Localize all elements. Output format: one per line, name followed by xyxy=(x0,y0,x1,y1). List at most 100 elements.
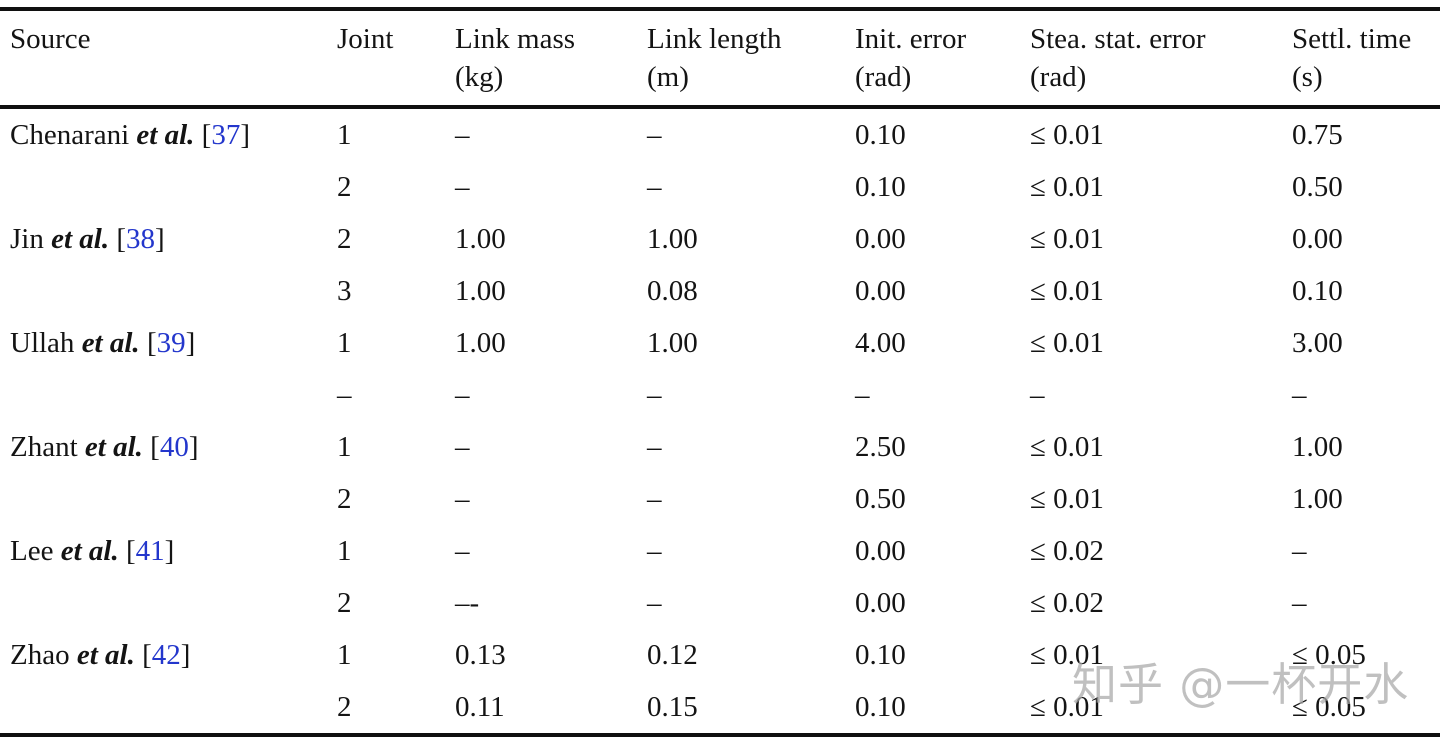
citation-bracket-open: [ xyxy=(139,326,157,359)
column-header-joint: Joint xyxy=(337,9,455,109)
cell-link-mass: – xyxy=(455,482,470,515)
cell-link-length: 0.12 xyxy=(647,638,698,671)
citation-link[interactable]: 39 xyxy=(156,326,186,359)
column-unit: (s) xyxy=(1292,61,1323,93)
cell-init-error: 0.50 xyxy=(855,482,906,515)
citation-bracket-close: ] xyxy=(188,430,199,463)
column-header-settl_time: Settl. time (s) xyxy=(1292,9,1440,109)
cell-stea-stat-error: ≤ 0.01 xyxy=(1030,482,1104,515)
cell-init-error: – xyxy=(855,378,870,411)
cell-joint: 2 xyxy=(337,690,352,723)
cell-joint: 2 xyxy=(337,170,352,203)
column-header-link_length: Link length (m) xyxy=(647,9,855,109)
cell-stea-stat-error: ≤ 0.01 xyxy=(1030,118,1104,151)
cell-source xyxy=(0,577,337,629)
cell-settl-time: 1.00 xyxy=(1292,482,1343,515)
citation-bracket-open: [ xyxy=(194,118,212,151)
cell-source xyxy=(0,473,337,525)
cell-settl-time: 0.75 xyxy=(1292,118,1343,151)
column-label: Init. error xyxy=(855,23,967,55)
cell-stea-stat-error: ≤ 0.02 xyxy=(1030,534,1104,567)
cell-source xyxy=(0,161,337,213)
citation-bracket-open: [ xyxy=(118,534,136,567)
table-row: 2 – – 0.10 ≤ 0.01 0.50 xyxy=(0,161,1440,213)
citation-link[interactable]: 42 xyxy=(151,638,181,671)
cell-link-mass: – xyxy=(455,534,470,567)
cell-source: Chenarani et al. [37] xyxy=(0,107,337,161)
cell-init-error: 0.00 xyxy=(855,222,906,255)
citation-bracket-close: ] xyxy=(185,326,196,359)
cell-source: Zhao et al. [42] xyxy=(0,629,337,681)
cell-settl-time: ≤ 0.05 xyxy=(1292,690,1366,723)
cell-joint: 2 xyxy=(337,482,352,515)
cell-link-mass: 1.00 xyxy=(455,326,506,359)
column-label: Settl. time xyxy=(1292,23,1412,55)
source-name: Chenarani xyxy=(10,118,130,151)
table-row: Chenarani et al. [37] 1– –0.10 ≤ 0.01 0.75 xyxy=(0,107,1440,161)
citation-bracket-open: [ xyxy=(134,638,152,671)
comparison-table: Source Joint Link mass (kg) Link length (m) In… xyxy=(0,7,1440,737)
cell-settl-time: 1.00 xyxy=(1292,430,1343,463)
table-row: 2 0.11 0.15 0.10 ≤ 0.01 ≤ 0.05 xyxy=(0,681,1440,735)
cell-settl-time: – xyxy=(1292,534,1307,567)
source-name: Ullah xyxy=(10,326,75,359)
cell-link-length: – xyxy=(647,170,662,203)
column-unit: (m) xyxy=(647,61,689,93)
cell-link-length: – xyxy=(647,482,662,515)
table-row: Jin et al. [38] 2 1.00 1.00 0.00 ≤ 0.01 0.00 xyxy=(0,213,1440,265)
column-label: Link length xyxy=(647,23,782,55)
cell-link-mass: –- xyxy=(455,586,480,619)
cell-link-length: – xyxy=(647,534,662,567)
table-row: Ullah et al. [39] 1 1.00 1.00 4.00 ≤ 0.01 3.00 xyxy=(0,317,1440,369)
table-body: Chenarani et al. [37] 1– –0.10 ≤ 0.01 0.75 2–… xyxy=(0,107,1440,735)
table-row: 2 – – 0.50 ≤ 0.01 1.00 xyxy=(0,473,1440,525)
cell-settl-time: – xyxy=(1292,378,1307,411)
cell-init-error: 0.10 xyxy=(855,118,906,151)
cell-stea-stat-error: – xyxy=(1030,378,1045,411)
citation-link[interactable]: 37 xyxy=(211,118,241,151)
citation-link[interactable]: 41 xyxy=(135,534,165,567)
cell-stea-stat-error: ≤ 0.01 xyxy=(1030,326,1104,359)
source-etal: et al. xyxy=(76,638,135,671)
citation-bracket-close: ] xyxy=(155,222,165,255)
cell-init-error: 0.10 xyxy=(855,690,906,723)
header-row: Source Joint Link mass (kg) Link length (m) In… xyxy=(0,9,1440,109)
column-header-link_mass: Link mass (kg) xyxy=(455,9,647,109)
column-label: Link mass xyxy=(455,23,576,55)
cell-stea-stat-error: ≤ 0.02 xyxy=(1030,586,1104,619)
table-row: – – – – – – xyxy=(0,369,1440,421)
column-unit: (kg) xyxy=(455,61,504,93)
cell-joint: 2 xyxy=(337,586,352,619)
column-label: Stea. stat. error xyxy=(1030,23,1206,55)
cell-stea-stat-error: ≤ 0.01 xyxy=(1030,690,1104,723)
source-name: Zhao xyxy=(10,638,70,671)
cell-init-error: 0.00 xyxy=(855,534,906,567)
cell-settl-time: ≤ 0.05 xyxy=(1292,638,1366,671)
cell-link-mass: – xyxy=(455,118,470,151)
citation-bracket-close: ] xyxy=(164,534,175,567)
cell-joint: 1 xyxy=(337,638,352,671)
cell-link-length: – xyxy=(647,378,662,411)
cell-source xyxy=(0,369,337,421)
cell-init-error: 0.10 xyxy=(855,170,906,203)
cell-source xyxy=(0,265,337,317)
cell-joint: 2 xyxy=(337,222,352,255)
cell-joint: 1 xyxy=(337,118,352,151)
source-etal: et al. xyxy=(136,118,195,151)
cell-link-length: 0.15 xyxy=(647,690,698,723)
cell-link-mass: – xyxy=(455,378,470,411)
source-name: Lee xyxy=(10,534,54,567)
cell-link-length: – xyxy=(647,430,662,463)
cell-link-mass: 0.13 xyxy=(455,638,506,671)
column-header-init_error: Init. error (rad) xyxy=(855,9,1030,109)
source-etal: et al. xyxy=(60,534,119,567)
cell-link-length: – xyxy=(647,586,662,619)
cell-source: Ullah et al. [39] xyxy=(0,317,337,369)
cell-init-error: 0.00 xyxy=(855,274,906,307)
cell-stea-stat-error: ≤ 0.01 xyxy=(1030,170,1104,203)
cell-joint: 1 xyxy=(337,430,352,463)
citation-link[interactable]: 40 xyxy=(159,430,189,463)
citation-link[interactable]: 38 xyxy=(126,222,156,255)
cell-settl-time: 0.50 xyxy=(1292,170,1343,203)
